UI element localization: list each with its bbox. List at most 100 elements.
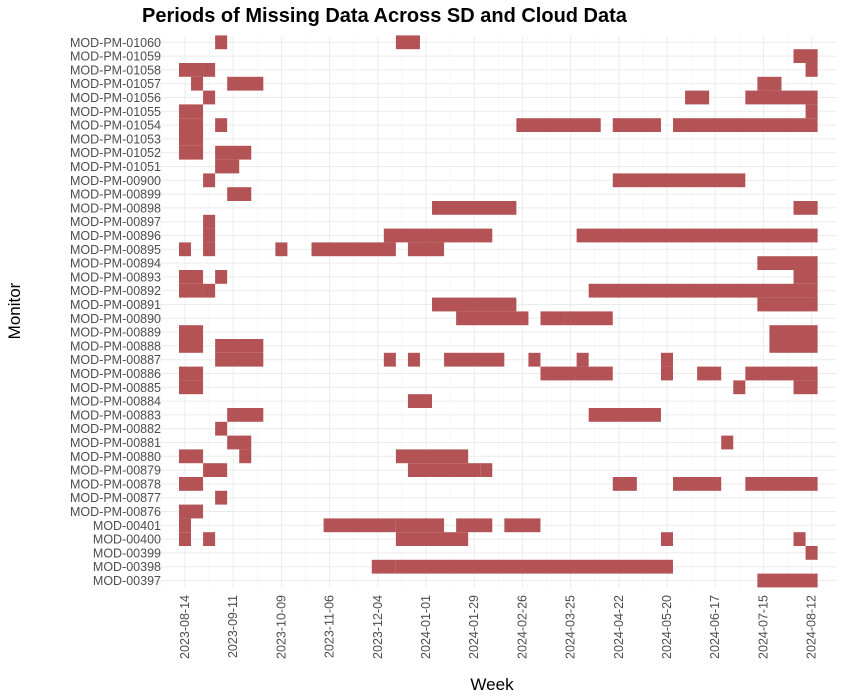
- y-tick-label: MOD-PM-00898: [70, 201, 161, 215]
- y-tick-label: MOD-PM-01054: [70, 119, 161, 133]
- y-tick-label: MOD-PM-01053: [70, 132, 161, 146]
- missing-period-bar: [178, 504, 204, 519]
- missing-period-bar: [432, 297, 517, 312]
- x-tick-label: 2024-05-20: [660, 595, 674, 659]
- missing-period-bar: [407, 394, 433, 408]
- missing-period-bar: [203, 242, 216, 257]
- y-tick-label: MOD-PM-00889: [70, 326, 161, 340]
- y-tick-label: MOD-PM-00877: [70, 491, 161, 505]
- y-tick-label: MOD-PM-00895: [70, 243, 161, 257]
- x-tick-label: 2024-08-12: [805, 595, 819, 659]
- x-tick-label: 2024-04-22: [612, 595, 626, 659]
- missing-period-bar: [371, 559, 396, 574]
- missing-period-bar: [178, 63, 204, 77]
- missing-period-bar: [178, 366, 204, 381]
- y-tick-label: MOD-PM-01055: [70, 105, 161, 119]
- missing-period-bar: [576, 352, 589, 367]
- x-tick-label: 2023-11-06: [323, 595, 337, 658]
- missing-period-bar: [191, 76, 204, 91]
- missing-period-bar: [407, 463, 481, 477]
- y-tick-label: MOD-PM-00881: [70, 436, 161, 450]
- missing-period-bar: [444, 352, 505, 367]
- y-tick-label: MOD-PM-00887: [70, 353, 161, 367]
- missing-period-bar: [178, 532, 192, 546]
- y-axis-ticks: MOD-PM-01060MOD-PM-01059MOD-PM-01058MOD-…: [70, 36, 161, 588]
- missing-period-bar: [215, 159, 240, 174]
- missing-period-bar: [178, 449, 204, 464]
- y-tick-label: MOD-PM-00892: [70, 284, 161, 298]
- missing-period-bar: [685, 90, 710, 105]
- x-axis-title: Week: [470, 675, 514, 694]
- missing-period-bar: [757, 76, 782, 91]
- missing-period-bar: [588, 283, 818, 298]
- missing-period-bar: [564, 311, 613, 326]
- missing-period-bar: [215, 339, 264, 353]
- x-tick-label: 2023-10-09: [274, 595, 288, 659]
- missing-period-bar: [456, 518, 493, 533]
- missing-period-bar: [203, 214, 216, 229]
- missing-period-bar: [395, 559, 674, 574]
- missing-period-bar: [275, 242, 288, 257]
- missing-period-bar: [383, 352, 396, 367]
- missing-period-bar: [311, 242, 396, 257]
- y-axis-title: Monitor: [5, 282, 24, 339]
- missing-period-bar: [203, 63, 216, 77]
- y-tick-label: MOD-PM-00890: [70, 312, 161, 326]
- missing-period-bar: [227, 76, 264, 91]
- missing-period-bar: [203, 283, 216, 298]
- y-tick-label: MOD-00400: [93, 533, 161, 547]
- x-tick-label: 2023-08-14: [178, 595, 192, 659]
- missing-period-bar: [757, 256, 818, 270]
- y-tick-label: MOD-00397: [93, 574, 161, 588]
- missing-period-bar: [407, 242, 445, 257]
- missing-period-bar: [407, 352, 420, 367]
- x-tick-label: 2024-02-26: [515, 595, 529, 659]
- missing-period-bar: [673, 118, 818, 132]
- missing-period-bar: [769, 339, 818, 353]
- y-tick-label: MOD-PM-00899: [70, 188, 161, 202]
- missing-period-bar: [480, 463, 493, 477]
- missing-period-bar: [203, 90, 216, 105]
- missing-period-bar: [178, 380, 204, 395]
- x-tick-label: 2024-06-17: [708, 595, 722, 659]
- missing-period-bar: [660, 532, 674, 546]
- y-tick-label: MOD-PM-01059: [70, 50, 161, 64]
- missing-period-bar: [432, 201, 517, 215]
- missing-period-bar: [588, 408, 661, 422]
- missing-period-bar: [203, 532, 216, 546]
- missing-cells: [178, 35, 818, 588]
- missing-period-bar: [793, 380, 818, 395]
- y-tick-label: MOD-PM-00879: [70, 464, 161, 478]
- y-tick-label: MOD-PM-00894: [70, 257, 161, 271]
- y-tick-label: MOD-PM-01051: [70, 160, 161, 174]
- y-tick-label: MOD-PM-00876: [70, 505, 161, 519]
- missing-period-bar: [805, 546, 818, 560]
- y-tick-label: MOD-PM-00882: [70, 422, 161, 436]
- missing-period-bar: [540, 311, 565, 326]
- y-tick-label: MOD-PM-00888: [70, 339, 161, 353]
- y-tick-label: MOD-00399: [93, 546, 161, 560]
- missing-period-bar: [215, 490, 228, 505]
- y-tick-label: MOD-PM-00884: [70, 395, 161, 409]
- x-tick-label: 2023-12-04: [371, 595, 385, 659]
- missing-period-bar: [239, 449, 252, 464]
- missing-period-bar: [660, 366, 674, 381]
- missing-period-bar: [673, 477, 722, 491]
- missing-period-bar: [383, 228, 493, 243]
- missing-period-bar: [215, 421, 228, 436]
- missing-period-bar: [745, 477, 818, 491]
- y-tick-label: MOD-PM-01058: [70, 63, 161, 77]
- missing-period-bar: [178, 339, 204, 353]
- missing-period-bar: [178, 477, 204, 491]
- missing-period-bar: [612, 118, 661, 132]
- missing-period-bar: [395, 518, 445, 533]
- missing-period-bar: [178, 518, 192, 533]
- missing-period-bar: [178, 270, 204, 284]
- missing-period-bar: [528, 352, 541, 367]
- missing-period-bar: [215, 118, 228, 132]
- x-tick-label: 2023-09-11: [226, 595, 240, 658]
- missing-period-bar: [227, 187, 252, 201]
- y-tick-label: MOD-00401: [93, 519, 161, 533]
- y-tick-label: MOD-PM-00891: [70, 298, 161, 312]
